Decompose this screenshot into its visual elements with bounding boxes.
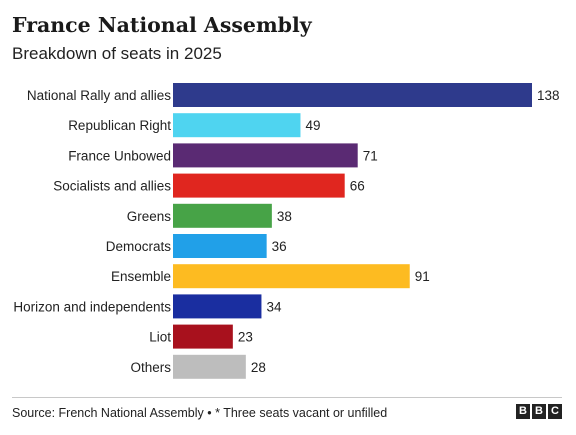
bar — [173, 264, 410, 289]
category-label: Democrats — [106, 239, 172, 254]
chart-subtitle: Breakdown of seats in 2025 — [12, 44, 222, 63]
bbc-logo-letter: B — [516, 404, 530, 419]
bar — [173, 234, 267, 258]
bar — [173, 354, 246, 379]
value-label: 36 — [272, 239, 287, 254]
bar — [173, 113, 301, 138]
value-label: 38 — [277, 209, 292, 224]
value-label: 138 — [537, 88, 560, 103]
bar — [173, 203, 272, 228]
category-label: Ensemble — [111, 269, 171, 284]
category-label: Greens — [127, 209, 172, 224]
bar-chart: National Rally and allies 138 Republican R… — [13, 83, 560, 379]
source-note: Source: French National Assembly • * Thr… — [12, 406, 388, 420]
bar — [173, 173, 345, 198]
value-label: 71 — [363, 148, 378, 163]
value-label: 23 — [238, 330, 253, 345]
value-label: 66 — [350, 179, 365, 194]
value-label: 91 — [415, 269, 430, 284]
value-label: 49 — [305, 118, 320, 133]
category-label: France Unbowed — [68, 148, 171, 163]
bbc-logo-letter: C — [548, 404, 562, 419]
category-label: Others — [130, 360, 171, 375]
category-label: Liot — [149, 330, 171, 345]
category-label: National Rally and allies — [27, 88, 171, 103]
category-label: Socialists and allies — [53, 179, 171, 194]
footer-divider — [12, 397, 562, 398]
bar — [173, 294, 262, 319]
bar — [173, 83, 532, 107]
category-label: Horizon and independents — [13, 299, 171, 314]
value-label: 28 — [251, 360, 266, 375]
bar — [173, 143, 358, 168]
category-label: Republican Right — [68, 118, 171, 133]
bbc-logo: B B C — [516, 404, 562, 419]
bar — [173, 324, 233, 349]
chart-title: France National Assembly — [12, 13, 312, 37]
value-label: 34 — [266, 299, 282, 314]
bbc-logo-letter: B — [532, 404, 546, 419]
